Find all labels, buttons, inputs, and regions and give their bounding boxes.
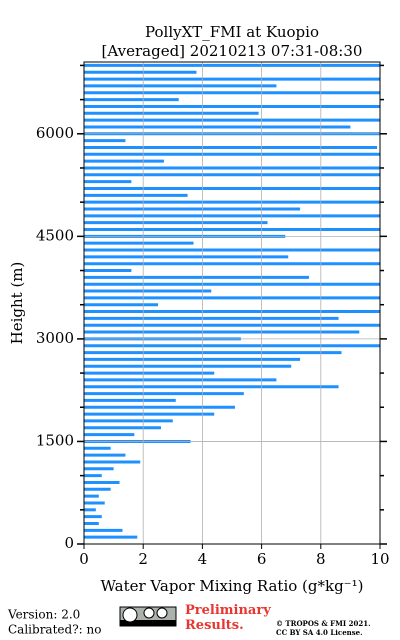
data-layer	[84, 63, 380, 539]
x-axis-label: Water Vapor Mixing Ratio (g*kg⁻¹)	[101, 577, 364, 595]
x-tick-label: 10	[370, 550, 389, 568]
y-tick-label: 4500	[36, 226, 74, 244]
x-tick-label: 6	[257, 550, 267, 568]
y-tick-label: 1500	[36, 431, 74, 449]
cc-logo	[119, 606, 177, 627]
license: CC BY SA 4.0 License.	[276, 628, 363, 637]
y-tick-label: 6000	[36, 124, 74, 142]
y-axis-label: Height (m)	[8, 262, 26, 345]
calibrated: Calibrated?: no	[8, 623, 101, 637]
version: Version: 2.0	[7, 608, 80, 622]
y-tick-label: 0	[64, 534, 74, 552]
chart-subtitle: [Averaged] 20210213 07:31-08:30	[102, 42, 363, 60]
x-tick-label: 4	[198, 550, 208, 568]
y-tick-label: 3000	[36, 329, 74, 347]
copyright: © TROPOS & FMI 2021.	[276, 619, 371, 628]
x-tick-label: 8	[316, 550, 326, 568]
x-tick-label: 2	[138, 550, 148, 568]
plot-frame	[83, 61, 381, 545]
chart-title: PollyXT_FMI at Kuopio	[145, 23, 319, 41]
status: Preliminary Results.	[185, 603, 271, 633]
x-tick-label: 0	[79, 550, 89, 568]
